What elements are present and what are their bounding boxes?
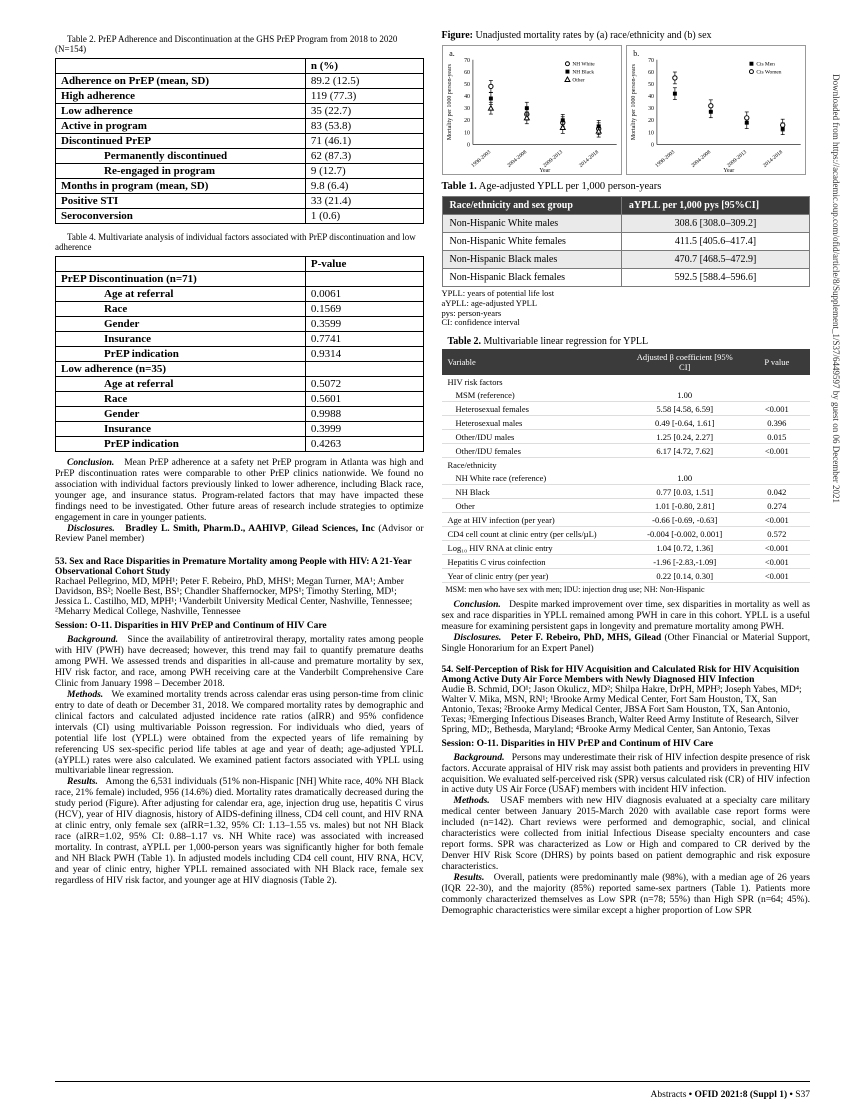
svg-text:Year: Year	[539, 168, 550, 174]
svg-text:2014-2018: 2014-2018	[578, 149, 600, 169]
svg-text:20: 20	[464, 118, 470, 124]
svg-text:20: 20	[648, 118, 654, 124]
t1h1: aYPLL per 1,000 pys [95%CI]	[621, 197, 809, 215]
t4-h1: P-value	[305, 257, 423, 272]
table2r-caption: Table 2. Multivariable linear regression…	[448, 336, 811, 347]
session-54: Session: O-11. Disparities in HIV PrEP a…	[442, 739, 811, 749]
methods-54: Methods. USAF members with new HIV diagn…	[442, 796, 811, 872]
t2rh0: Variable	[442, 349, 626, 375]
charts: a. 0 10 20 30 40 50 60 70 Mortality per 1000 pers…	[442, 45, 811, 175]
abstract-53-title: 53. Sex and Race Disparities in Prematur…	[55, 557, 424, 577]
abstract-53-authors: Rachael Pellegrino, MD, MPH¹; Peter F. R…	[55, 577, 424, 617]
svg-text:2014-2018: 2014-2018	[762, 149, 784, 169]
t2-h0	[56, 59, 306, 74]
t1-footnotes: YPLL: years of potential life lost aYPLL…	[442, 289, 811, 328]
figure-caption: Figure: Unadjusted mortality rates by (a…	[442, 30, 811, 41]
svg-text:70: 70	[464, 58, 470, 64]
page: Table 2. PrEP Adherence and Discontinuat…	[0, 0, 850, 1118]
svg-text:10: 10	[464, 130, 470, 136]
svg-text:60: 60	[464, 70, 470, 76]
svg-text:40: 40	[464, 94, 470, 100]
methods-53: Methods. We examined mortality trends ac…	[55, 690, 424, 777]
chart-a: a. 0 10 20 30 40 50 60 70 Mortality per 1000 pers…	[442, 45, 622, 175]
svg-text:1998-2003: 1998-2003	[470, 149, 492, 169]
svg-text:60: 60	[648, 70, 654, 76]
footer-rule	[55, 1081, 810, 1082]
abstract-54-authors: Audie B. Schmid, DO¹; Jason Okulicz, MD²…	[442, 685, 811, 735]
t4-h0	[56, 257, 306, 272]
svg-text:Mortality per 1000 person-year: Mortality per 1000 person-years	[447, 63, 453, 140]
t2-h1: n (%)	[305, 59, 423, 74]
conclusion-1: Conclusion. Mean PrEP adherence at a saf…	[55, 458, 424, 524]
svg-text:1998-2003: 1998-2003	[654, 149, 676, 169]
prep-discontinuation-table: P-value PrEP Discontinuation (n=71)Age a…	[55, 256, 424, 452]
session-53: Session: O-11. Disparities in HIV PrEP a…	[55, 621, 424, 631]
svg-text:Mortality per 1000 person-year: Mortality per 1000 person-years	[631, 63, 637, 140]
svg-text:50: 50	[464, 82, 470, 88]
svg-text:50: 50	[648, 82, 654, 88]
svg-text:40: 40	[648, 94, 654, 100]
svg-text:NH Black: NH Black	[572, 70, 594, 76]
svg-text:0: 0	[651, 142, 654, 148]
svg-text:Cis Women: Cis Women	[756, 70, 781, 76]
right-column: Figure: Unadjusted mortality rates by (a…	[442, 30, 811, 917]
t2rh1: Adjusted β coefficient [95% CI]	[626, 349, 744, 375]
svg-text:2004-2008: 2004-2008	[506, 149, 528, 169]
svg-text:0: 0	[467, 142, 470, 148]
ypll-regression-table: Variable Adjusted β coefficient [95% CI]…	[442, 349, 811, 583]
table1-caption: Table 1. Age-adjusted YPLL per 1,000 per…	[442, 181, 811, 192]
download-notice: Downloaded from https://academic.oup.com…	[831, 74, 841, 503]
t1h0: Race/ethnicity and sex group	[442, 197, 621, 215]
aypll-table: Race/ethnicity and sex group aYPLL per 1…	[442, 196, 811, 287]
background-54: Background. Persons may underestimate th…	[442, 753, 811, 797]
svg-text:b.: b.	[633, 49, 639, 58]
svg-text:a.: a.	[449, 49, 454, 58]
svg-text:2009-2013: 2009-2013	[542, 149, 564, 169]
svg-text:Other: Other	[572, 77, 585, 83]
prep-adherence-table: n (%) Adherence on PrEP (mean, SD)89.2 (…	[55, 58, 424, 224]
disclosures-1: Disclosures. Bradley L. Smith, Pharm.D.,…	[55, 524, 424, 546]
svg-text:Year: Year	[723, 168, 734, 174]
svg-text:70: 70	[648, 58, 654, 64]
t2r-footnote: MSM: men who have sex with men; IDU: inj…	[446, 585, 811, 594]
svg-text:10: 10	[648, 130, 654, 136]
abstract-54-title: 54. Self-Perception of Risk for HIV Acqu…	[442, 665, 811, 685]
chart-b: b. 0 10 20 30 40 50 60 70 Mortality per 1000 pers…	[626, 45, 806, 175]
svg-text:NH White: NH White	[572, 62, 595, 68]
t2rh2: P value	[744, 349, 810, 375]
svg-text:2004-2008: 2004-2008	[690, 149, 712, 169]
conclusion-2: Conclusion. Despite marked improvement o…	[442, 600, 811, 633]
results-53: Results. Among the 6,531 individuals (51…	[55, 777, 424, 886]
svg-text:30: 30	[464, 106, 470, 112]
disclosures-2: Disclosures. Peter F. Rebeiro, PhD, MHS,…	[442, 633, 811, 655]
table2-caption: Table 2. PrEP Adherence and Discontinuat…	[55, 34, 424, 54]
table4-caption: Table 4. Multivariate analysis of indivi…	[55, 232, 424, 252]
results-54: Results. Overall, patients were predomin…	[442, 873, 811, 917]
svg-text:2009-2013: 2009-2013	[726, 149, 748, 169]
svg-text:30: 30	[648, 106, 654, 112]
svg-text:Cis Men: Cis Men	[756, 62, 775, 68]
left-column: Table 2. PrEP Adherence and Discontinuat…	[55, 30, 424, 917]
page-footer: Abstracts • OFID 2021:8 (Suppl 1) • S37	[651, 1090, 810, 1100]
background-53: Background. Since the availability of an…	[55, 635, 424, 690]
